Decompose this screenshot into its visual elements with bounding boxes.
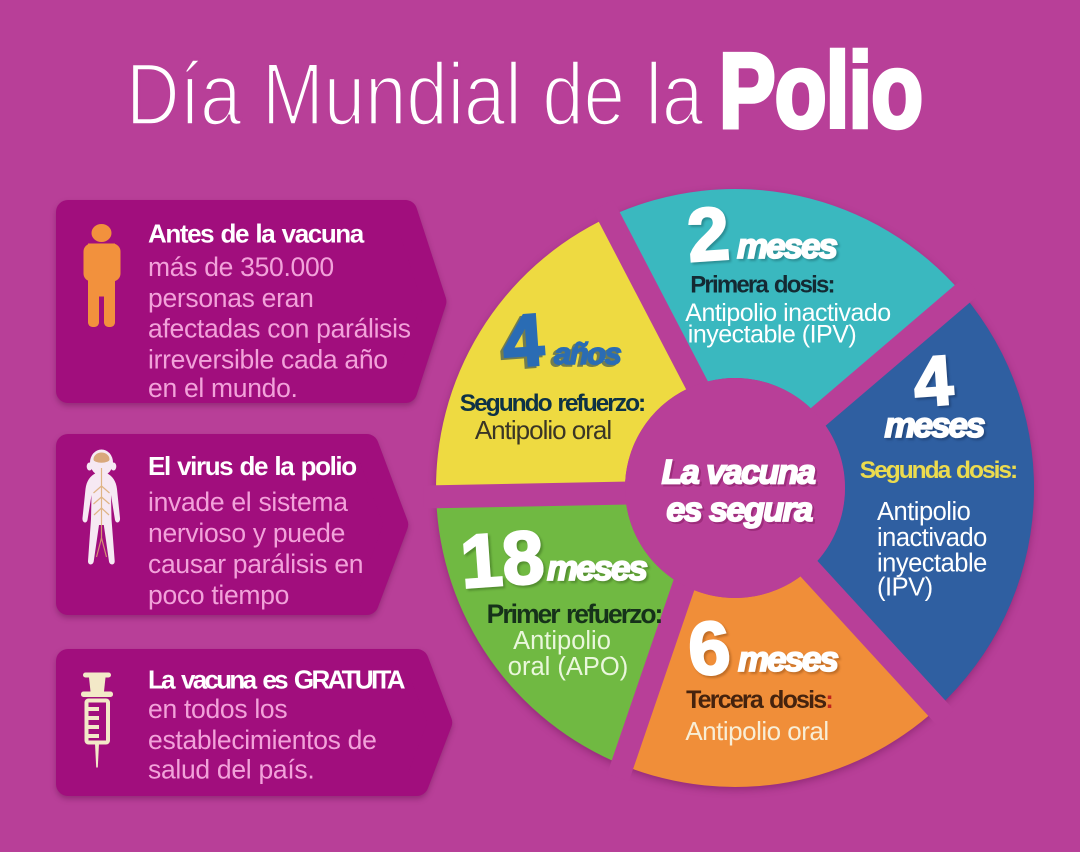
svg-text:Segundo refuerzo:: Segundo refuerzo: [460, 390, 644, 417]
svg-text:18: 18 [458, 514, 547, 604]
svg-text:Antipolio: Antipolio [513, 627, 611, 655]
svg-text:Antipolio oral: Antipolio oral [475, 415, 612, 445]
svg-text:meses: meses [737, 227, 838, 266]
svg-text:Primer refuerzo:: Primer refuerzo: [487, 599, 662, 629]
svg-text:salud del país.: salud del país. [148, 755, 314, 785]
svg-text:Primera dosis:: Primera dosis: [690, 272, 834, 299]
svg-text:inactivado: inactivado [877, 524, 987, 552]
svg-text:Polio: Polio [719, 32, 922, 150]
svg-text:inyectable: inyectable [877, 550, 987, 578]
svg-text:Tercera dosis:: Tercera dosis: [686, 686, 832, 714]
svg-text:meses: meses [547, 549, 648, 588]
svg-text:afectadas con parálisis: afectadas con parálisis [148, 314, 411, 344]
svg-text:Antipolio: Antipolio [877, 498, 971, 526]
svg-text:establecimientos de: establecimientos de [148, 725, 377, 755]
svg-text:La vacuna: La vacuna [662, 454, 815, 492]
svg-text:es segura: es segura [666, 491, 812, 529]
svg-text:Antipolio inactivado: Antipolio inactivado [685, 299, 890, 327]
svg-text:en el mundo.: en el mundo. [148, 373, 298, 403]
svg-text:4: 4 [911, 341, 955, 422]
svg-text:Segunda dosis:: Segunda dosis: [860, 457, 1016, 484]
svg-text:Día Mundial de la: Día Mundial de la [126, 46, 704, 144]
svg-text:en todos los: en todos los [148, 694, 287, 724]
svg-text:años: años [554, 336, 622, 371]
svg-text:invade el sistema: invade el sistema [148, 487, 348, 517]
svg-text:nervioso y puede: nervioso y puede [148, 518, 345, 548]
svg-text:El virus de la polio: El virus de la polio [148, 451, 356, 481]
svg-text:oral (APO): oral (APO) [508, 653, 628, 681]
svg-text:2: 2 [684, 191, 731, 278]
svg-text:personas eran: personas eran [148, 283, 314, 313]
svg-text:Antipolio oral: Antipolio oral [685, 716, 828, 746]
svg-text:meses: meses [738, 640, 839, 679]
svg-text:poco tiempo: poco tiempo [148, 580, 289, 610]
svg-text:Antes de la vacuna: Antes de la vacuna [148, 219, 365, 249]
svg-text:(IPV): (IPV) [877, 574, 933, 602]
svg-text:causar parálisis en: causar parálisis en [148, 549, 363, 579]
svg-text:inyectable (IPV): inyectable (IPV) [688, 321, 856, 349]
svg-text:6: 6 [685, 605, 732, 692]
svg-text:La vacuna es GRATUITA: La vacuna es GRATUITA [148, 665, 406, 695]
svg-text:meses: meses [885, 406, 986, 445]
svg-text:4: 4 [500, 298, 547, 384]
svg-text:más de 350.000: más de 350.000 [148, 252, 334, 282]
svg-text:irreversible cada año: irreversible cada año [148, 344, 388, 374]
